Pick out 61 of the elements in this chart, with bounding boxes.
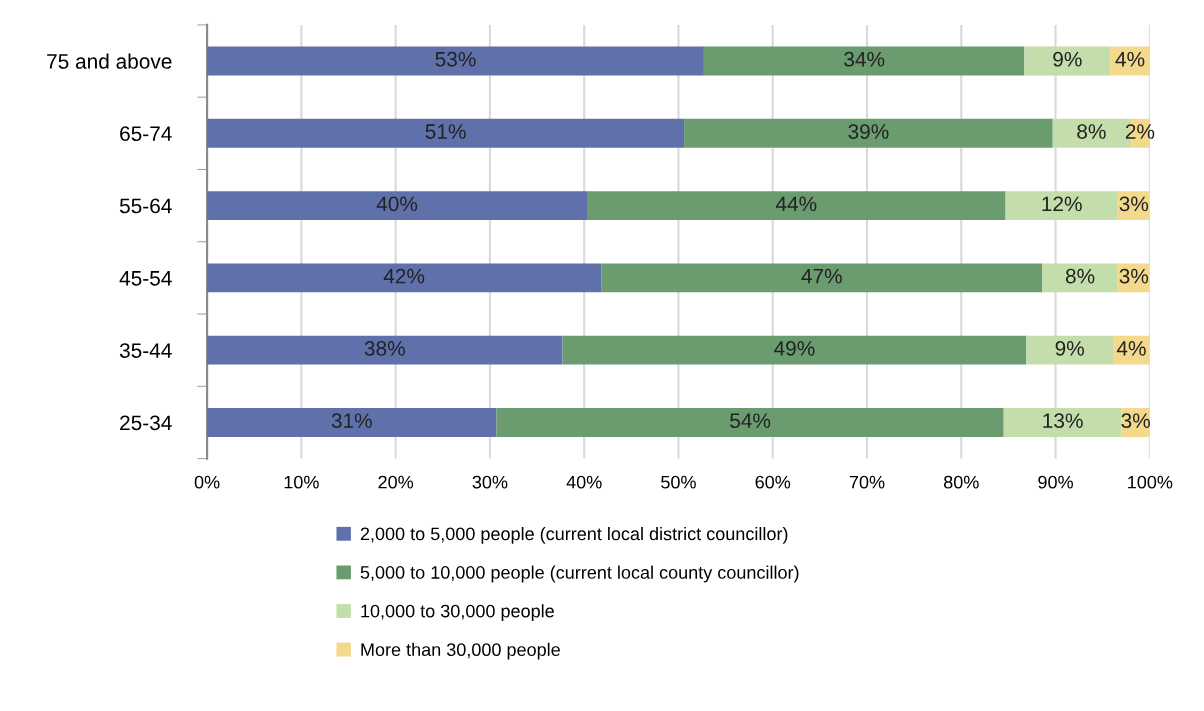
y-tick-label: 55-64 — [119, 198, 172, 214]
bar — [496, 408, 1004, 437]
data-label: 12% — [1042, 196, 1082, 212]
x-tick-label: 10% — [284, 475, 319, 489]
x-tick-label: 80% — [943, 475, 979, 489]
data-label: 9% — [1053, 51, 1082, 67]
data-label: 8% — [1077, 124, 1106, 139]
bar — [1026, 335, 1114, 365]
x-tick-label: 60% — [755, 475, 791, 489]
data-label: 54% — [730, 413, 771, 429]
bar — [207, 118, 685, 148]
bar — [207, 408, 497, 437]
bar — [1003, 408, 1122, 437]
data-label: 39% — [848, 124, 889, 139]
y-tick-label: 75 and above — [47, 53, 172, 69]
data-label: 3% — [1119, 196, 1149, 212]
data-label: 31% — [331, 413, 372, 429]
x-tick-label: 20% — [378, 475, 414, 489]
bar — [207, 263, 602, 293]
bar — [207, 46, 704, 76]
data-label: 34% — [844, 51, 885, 67]
data-label: 40% — [376, 196, 418, 212]
data-label: 9% — [1055, 341, 1084, 356]
data-label: 8% — [1065, 268, 1095, 284]
bar — [601, 263, 1043, 293]
data-label: 44% — [775, 196, 817, 212]
y-tick-label: 65-74 — [120, 126, 172, 142]
bar — [1024, 46, 1111, 76]
data-label: 42% — [383, 268, 425, 284]
x-tick-label: 90% — [1038, 475, 1073, 489]
bar — [207, 335, 563, 365]
data-label: 4% — [1115, 51, 1145, 67]
data-label: 3% — [1121, 413, 1150, 429]
x-tick-label: 100% — [1128, 475, 1173, 489]
y-tick-label: 25-34 — [120, 415, 172, 431]
bar — [1005, 191, 1118, 221]
y-tick-label: 45-54 — [119, 271, 172, 286]
y-tick-label: 35-44 — [119, 343, 172, 358]
x-tick-label: 70% — [849, 475, 885, 489]
legend-label: More than 30,000 people — [361, 642, 560, 660]
legend-label: 5,000 to 10,000 people (current local county councillor) — [360, 565, 799, 583]
data-label: 13% — [1043, 413, 1083, 429]
data-label: 47% — [801, 268, 842, 284]
data-label: 4% — [1116, 341, 1146, 356]
bar — [207, 191, 588, 221]
bar — [587, 191, 1006, 221]
data-label: 53% — [435, 51, 476, 67]
bar — [562, 335, 1027, 365]
data-label: 38% — [364, 341, 405, 356]
data-label: 49% — [774, 341, 815, 356]
data-label: 3% — [1119, 268, 1149, 284]
bar — [1042, 263, 1118, 293]
x-tick-label: 30% — [472, 475, 508, 489]
bar — [684, 118, 1053, 148]
bar — [703, 46, 1025, 76]
x-tick-label: 40% — [566, 475, 602, 489]
x-tick-label: 0% — [194, 475, 220, 489]
legend-label: 10,000 to 30,000 people — [361, 604, 554, 621]
data-label: 51% — [425, 124, 466, 139]
x-tick-label: 50% — [661, 475, 696, 489]
legend-label: 2,000 to 5,000 people (current local district councillor) — [360, 526, 788, 544]
